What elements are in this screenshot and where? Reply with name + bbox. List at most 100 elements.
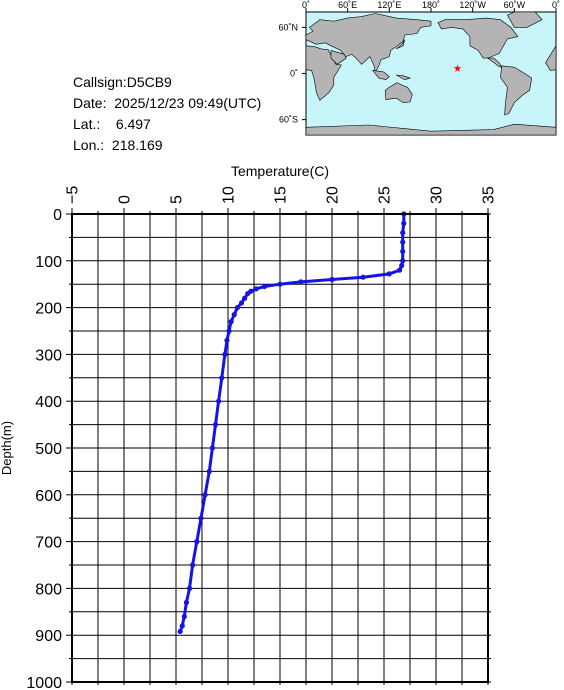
data-point xyxy=(222,351,228,357)
data-point xyxy=(231,312,237,318)
continent-9 xyxy=(500,65,533,116)
callsign-value: D5CB9 xyxy=(126,74,172,90)
map-left-label: 60˚S xyxy=(279,115,298,125)
continent-6 xyxy=(396,74,412,81)
y-tick-label: 1000 xyxy=(26,675,62,690)
date-line: Date: 2025/12/23 09:49(UTC) xyxy=(73,93,261,114)
x-tick-label: 15 xyxy=(273,186,290,204)
continent-11 xyxy=(396,39,405,50)
map-left-label: 60˚N xyxy=(278,22,298,32)
data-point xyxy=(186,585,193,592)
data-point xyxy=(400,258,406,264)
y-axis-label: Depth(m) xyxy=(0,421,14,475)
y-tick-label: 400 xyxy=(35,394,62,411)
continent-3 xyxy=(330,49,347,65)
plot-frame xyxy=(71,213,489,683)
series-layer xyxy=(177,211,407,635)
y-tick-label: 300 xyxy=(35,347,62,364)
data-point xyxy=(202,492,208,498)
data-point xyxy=(400,239,406,245)
date-value: 2025/12/23 09:49(UTC) xyxy=(114,95,262,111)
lat-value: 6.497 xyxy=(115,116,151,132)
continent-2 xyxy=(545,44,557,71)
data-point xyxy=(386,271,392,277)
data-point xyxy=(226,328,232,334)
map-top-label: 0˚ xyxy=(302,0,310,10)
y-tick-label: 500 xyxy=(35,441,62,458)
data-point xyxy=(194,539,200,545)
data-point xyxy=(216,398,222,404)
data-point xyxy=(329,276,335,283)
data-point xyxy=(198,515,204,521)
data-point xyxy=(261,283,267,290)
map-top-label: 60˚W xyxy=(504,0,526,10)
data-point xyxy=(219,375,225,381)
callsign-line: Callsign:D5CB9 xyxy=(73,72,261,93)
station-info: Callsign:D5CB9 Date: 2025/12/23 09:49(UT… xyxy=(73,72,261,156)
data-point xyxy=(181,613,187,620)
data-point xyxy=(209,445,215,451)
x-tick-label: 5 xyxy=(169,195,186,204)
y-tick-label: 100 xyxy=(35,254,62,271)
data-point xyxy=(399,262,405,269)
continent-7 xyxy=(437,17,519,59)
y-tick-label: 0 xyxy=(53,207,62,224)
data-point xyxy=(238,300,245,306)
grid-lines xyxy=(71,213,489,683)
map-top-label: 180˚ xyxy=(422,0,440,10)
data-point xyxy=(228,319,234,325)
data-point xyxy=(183,599,189,606)
x-tick-label: 0 xyxy=(117,195,134,204)
lon-label: Lon.: xyxy=(73,137,105,153)
map-top-labels: 0˚ 60˚E 120˚E 180˚ 120˚W 60˚W 0˚ xyxy=(302,0,560,10)
data-point xyxy=(397,267,403,273)
x-tick-label: 10 xyxy=(221,186,238,204)
data-point xyxy=(206,468,212,474)
data-point xyxy=(401,220,407,226)
x-tick-label: 30 xyxy=(429,186,446,204)
date-label: Date: xyxy=(73,95,107,111)
map-marker-layer xyxy=(453,64,462,72)
continent-4 xyxy=(384,82,413,104)
data-point xyxy=(224,337,230,343)
x-tick-label: 25 xyxy=(377,186,394,204)
x-tick-label: 35 xyxy=(481,186,498,204)
data-point xyxy=(298,279,304,285)
data-point xyxy=(212,422,219,428)
y-tick-label: 900 xyxy=(35,628,62,645)
callsign-label: Callsign: xyxy=(73,74,127,90)
data-point xyxy=(242,295,248,301)
data-point xyxy=(190,562,196,568)
data-point xyxy=(400,248,406,255)
continent-5 xyxy=(371,69,390,81)
data-point xyxy=(400,230,406,236)
map-top-label: 120˚W xyxy=(459,0,486,10)
continent-0 xyxy=(305,13,432,73)
continent-12 xyxy=(305,123,557,136)
data-point xyxy=(179,623,185,629)
continent-10 xyxy=(506,11,543,28)
lat-line: Lat.: 6.497 xyxy=(73,114,261,135)
data-point xyxy=(277,281,283,287)
map-left-label: 0˚ xyxy=(290,69,298,79)
y-tick-label: 800 xyxy=(35,581,62,598)
y-tick-label: 200 xyxy=(35,301,62,318)
data-point xyxy=(177,628,183,635)
lon-line: Lon.: 218.169 xyxy=(73,135,261,156)
x-tick-label: 20 xyxy=(325,186,342,204)
x-tick-label: −5 xyxy=(65,186,82,204)
map-top-label: 0˚ xyxy=(552,0,560,10)
map-ticks xyxy=(302,8,557,121)
map-land xyxy=(305,11,557,136)
y-tick-label: 700 xyxy=(35,535,62,552)
station-marker-icon xyxy=(453,64,462,72)
x-tick-labels: −5 0 5 10 15 20 25 30 35 xyxy=(65,186,498,204)
map-left-labels: 60˚N 0˚ 60˚S xyxy=(278,22,298,124)
data-point xyxy=(360,274,366,280)
y-tick-labels: 0 100 200 300 400 500 600 700 800 900 1000 xyxy=(26,207,62,690)
x-axis-label: Temperature(C) xyxy=(231,163,329,179)
data-point xyxy=(253,286,259,292)
map-top-label: 120˚E xyxy=(377,0,401,10)
y-tick-label: 600 xyxy=(35,488,62,505)
